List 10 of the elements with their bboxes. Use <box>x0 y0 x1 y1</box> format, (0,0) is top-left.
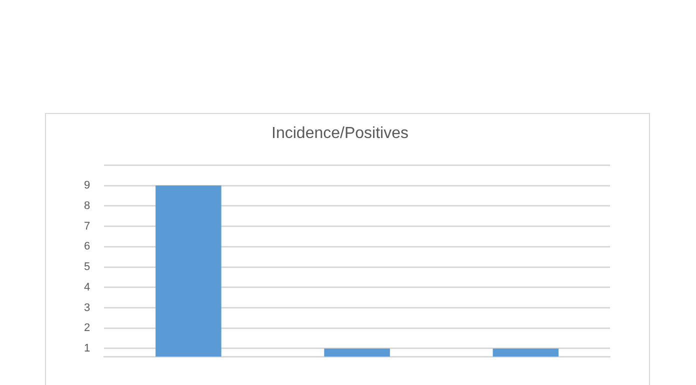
y-tick-label: 4 <box>84 281 90 294</box>
y-tick-label: 5 <box>84 261 90 274</box>
y-tick-label: 1 <box>84 342 90 354</box>
y-tick-label: 7 <box>84 220 90 232</box>
chart-title: Incidence/Positives <box>272 125 408 142</box>
y-tick-label: 6 <box>84 240 90 253</box>
y-tick-label: 9 <box>84 180 90 192</box>
y-tick-label: 2 <box>84 322 90 334</box>
y-tick-label: 3 <box>84 302 90 314</box>
y-tick-label: 8 <box>84 200 90 212</box>
